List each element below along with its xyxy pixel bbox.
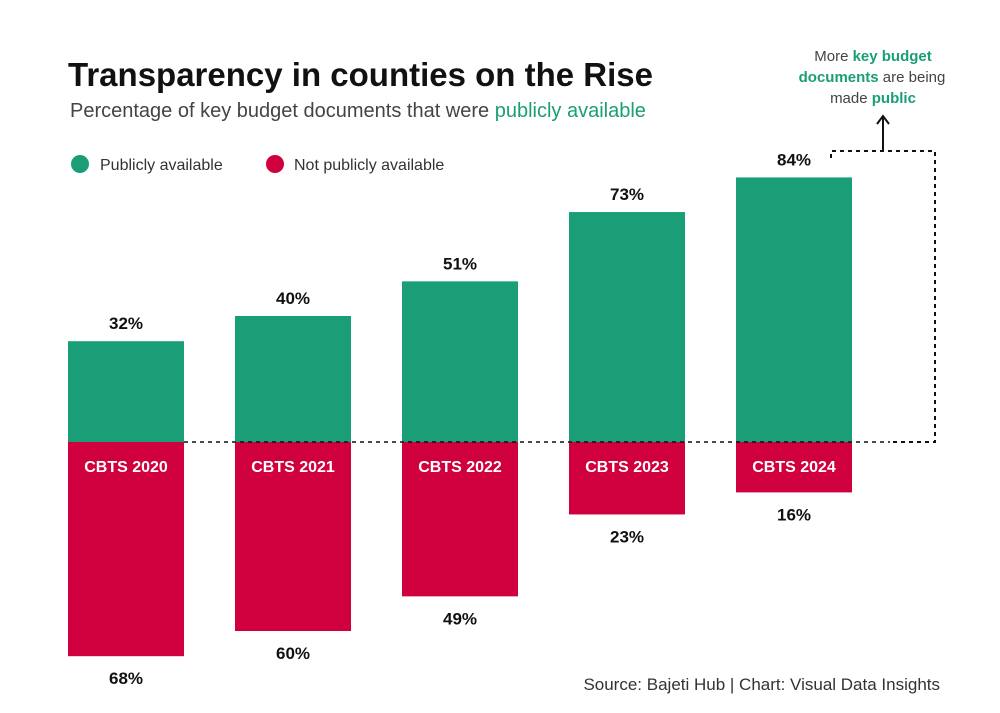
category-label: CBTS 2023: [585, 459, 669, 476]
data-label-public: 84%: [777, 150, 811, 169]
data-label-not-public: 49%: [443, 609, 477, 628]
bar-not-public: [569, 442, 685, 515]
legend-marker-public: [71, 155, 89, 173]
data-label-public: 40%: [276, 289, 310, 308]
bar-public: [235, 316, 351, 442]
legend-marker-not-public: [266, 155, 284, 173]
legend: Publicly available Not publicly availabl…: [71, 155, 444, 174]
data-label-not-public: 23%: [610, 527, 644, 546]
svg-text:made public: made public: [830, 90, 916, 107]
arrow-up-icon: [876, 114, 890, 125]
bar-public: [736, 177, 852, 442]
data-label-not-public: 16%: [777, 505, 811, 524]
data-label-public: 32%: [109, 314, 143, 333]
bar-not-public: [68, 442, 184, 657]
subtitle-highlight: publicly available: [495, 100, 646, 122]
bar-public: [569, 212, 685, 442]
bars: 32% 68% CBTS 2020 40% 60% CBTS 2021 51% 49% CBTS…: [68, 150, 852, 688]
category-label: CBTS 2024: [752, 459, 836, 476]
category-label: CBTS 2021: [251, 459, 335, 476]
data-label-not-public: 68%: [109, 669, 143, 688]
source-note: Source: Bajeti Hub | Chart: Visual Data …: [583, 675, 940, 694]
data-label-public: 73%: [610, 185, 644, 204]
bar-public: [68, 341, 184, 442]
annotation-bracket: [830, 150, 936, 443]
annotation: More key budget documents are being made…: [799, 48, 946, 107]
chart-title: Transparency in counties on the Rise: [68, 56, 653, 93]
chart-subtitle: Percentage of key budget documents that …: [70, 100, 646, 122]
category-label: CBTS 2022: [418, 459, 502, 476]
data-label-public: 51%: [443, 254, 477, 273]
legend-label-not-public: Not publicly available: [294, 157, 444, 174]
data-label-not-public: 60%: [276, 644, 310, 663]
bar-not-public: [736, 442, 852, 493]
svg-text:documents are being: documents are being: [799, 69, 946, 86]
svg-text:More key budget: More key budget: [814, 48, 932, 65]
bar-public: [402, 281, 518, 442]
category-label: CBTS 2020: [84, 459, 168, 476]
legend-label-public: Publicly available: [100, 157, 223, 174]
bar-not-public: [402, 442, 518, 597]
bar-not-public: [235, 442, 351, 631]
subtitle-prefix: Percentage of key budget documents that …: [70, 100, 495, 122]
